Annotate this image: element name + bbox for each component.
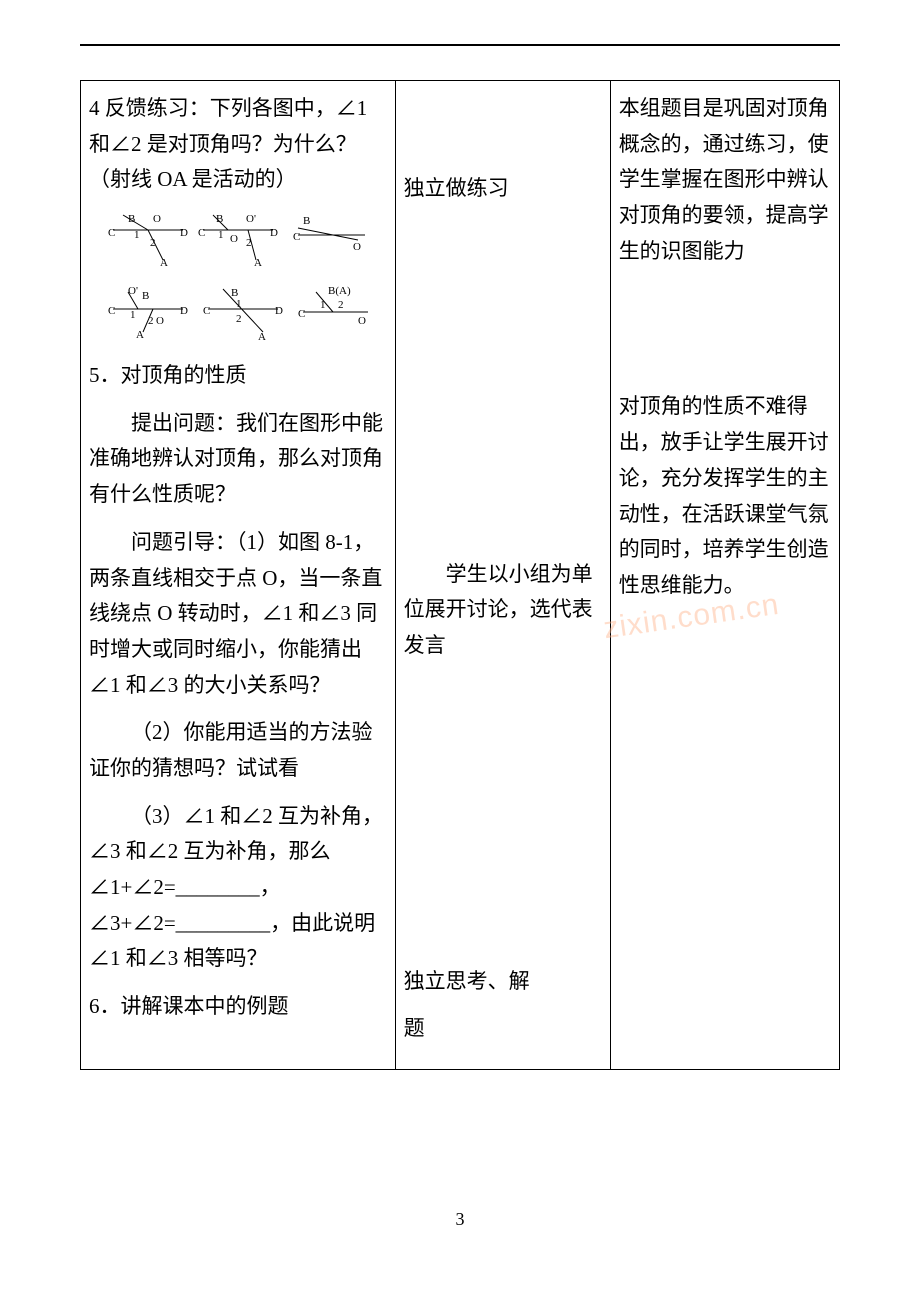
svg-text:2: 2 bbox=[148, 315, 154, 327]
guide-q3: （3）∠1 和∠2 互为补角，∠3 和∠2 互为补角，那么∠1+∠2=_____… bbox=[89, 799, 387, 977]
svg-text:O: O bbox=[156, 315, 164, 327]
section-5-heading: 5．对顶角的性质 bbox=[89, 358, 387, 394]
activity-3: 独立思考、解 bbox=[404, 964, 602, 1000]
svg-text:A: A bbox=[254, 257, 262, 269]
svg-text:D: D bbox=[275, 305, 283, 317]
svg-text:2: 2 bbox=[236, 313, 242, 325]
svg-text:C: C bbox=[203, 305, 210, 317]
diagrams-bottom: O' B C D 1 2 O A B bbox=[108, 284, 368, 344]
svg-text:O: O bbox=[353, 241, 361, 253]
svg-text:C: C bbox=[108, 227, 115, 239]
svg-text:1: 1 bbox=[320, 299, 326, 311]
svg-text:B: B bbox=[216, 213, 223, 225]
svg-text:D: D bbox=[270, 227, 278, 239]
svg-text:O: O bbox=[153, 213, 161, 225]
svg-text:2: 2 bbox=[338, 299, 344, 311]
svg-text:O: O bbox=[230, 233, 238, 245]
svg-text:A: A bbox=[258, 331, 266, 343]
svg-text:C: C bbox=[198, 227, 205, 239]
svg-text:C: C bbox=[108, 305, 115, 317]
svg-text:B: B bbox=[128, 213, 135, 225]
svg-text:C: C bbox=[298, 308, 305, 320]
svg-text:D: D bbox=[180, 227, 188, 239]
feedback-exercise-intro: 4 反馈练习：下列各图中，∠1 和∠2 是对顶角吗？为什么？（射线 OA 是活动… bbox=[89, 91, 387, 198]
svg-text:O': O' bbox=[246, 213, 256, 225]
diagram-row-1: B O C D 1 2 A B bbox=[89, 210, 387, 270]
activity-1: 独立做练习 bbox=[404, 171, 602, 207]
svg-text:O: O bbox=[358, 315, 366, 327]
intent-2: 对顶角的性质不难得出，放手让学生展开讨论，充分发挥学生的主动性，在活跃课堂气氛的… bbox=[619, 389, 831, 603]
guide-q2: （2）你能用适当的方法验证你的猜想吗？试试看 bbox=[89, 715, 387, 786]
svg-text:C: C bbox=[293, 231, 300, 243]
svg-text:2: 2 bbox=[150, 237, 156, 249]
intent-1: 本组题目是巩固对顶角概念的，通过练习，使学生掌握在图形中辨认对顶角的要领，提高学… bbox=[619, 91, 831, 269]
svg-text:B(A): B(A) bbox=[328, 285, 351, 297]
page-number: 3 bbox=[0, 1209, 920, 1230]
svg-text:1: 1 bbox=[134, 229, 140, 241]
teaching-content-cell: 4 反馈练习：下列各图中，∠1 和∠2 是对顶角吗？为什么？（射线 OA 是活动… bbox=[81, 81, 396, 1070]
guide-q1: 问题引导：（1）如图 8-1，两条直线相交于点 O，当一条直线绕点 O 转动时，… bbox=[89, 525, 387, 703]
table-row: 4 反馈练习：下列各图中，∠1 和∠2 是对顶角吗？为什么？（射线 OA 是活动… bbox=[81, 81, 840, 1070]
svg-text:1: 1 bbox=[236, 298, 242, 310]
svg-text:1: 1 bbox=[130, 309, 136, 321]
svg-text:D: D bbox=[180, 305, 188, 317]
diagrams-top: B O C D 1 2 A B bbox=[108, 210, 368, 270]
design-intent-cell: 本组题目是巩固对顶角概念的，通过练习，使学生掌握在图形中辨认对顶角的要领，提高学… bbox=[610, 81, 839, 1070]
svg-text:2: 2 bbox=[246, 237, 252, 249]
svg-text:A: A bbox=[160, 257, 168, 269]
activity-2: 学生以小组为单位展开讨论，选代表发言 bbox=[404, 557, 602, 664]
svg-text:1: 1 bbox=[218, 229, 224, 241]
svg-text:O': O' bbox=[128, 285, 138, 297]
header-rule bbox=[80, 44, 840, 46]
activity-3b: 题 bbox=[404, 1011, 602, 1047]
svg-text:B: B bbox=[303, 215, 310, 227]
student-activity-cell: 独立做练习 学生以小组为单位展开讨论，选代表发言 独立思考、解 题 bbox=[395, 81, 610, 1070]
svg-text:B: B bbox=[142, 290, 149, 302]
diagram-row-2: O' B C D 1 2 O A B bbox=[89, 284, 387, 344]
svg-text:A: A bbox=[136, 329, 144, 341]
section-6-heading: 6．讲解课本中的例题 bbox=[89, 989, 387, 1025]
pose-question: 提出问题：我们在图形中能准确地辨认对顶角，那么对顶角有什么性质呢？ bbox=[89, 406, 387, 513]
lesson-table: 4 反馈练习：下列各图中，∠1 和∠2 是对顶角吗？为什么？（射线 OA 是活动… bbox=[80, 80, 840, 1070]
